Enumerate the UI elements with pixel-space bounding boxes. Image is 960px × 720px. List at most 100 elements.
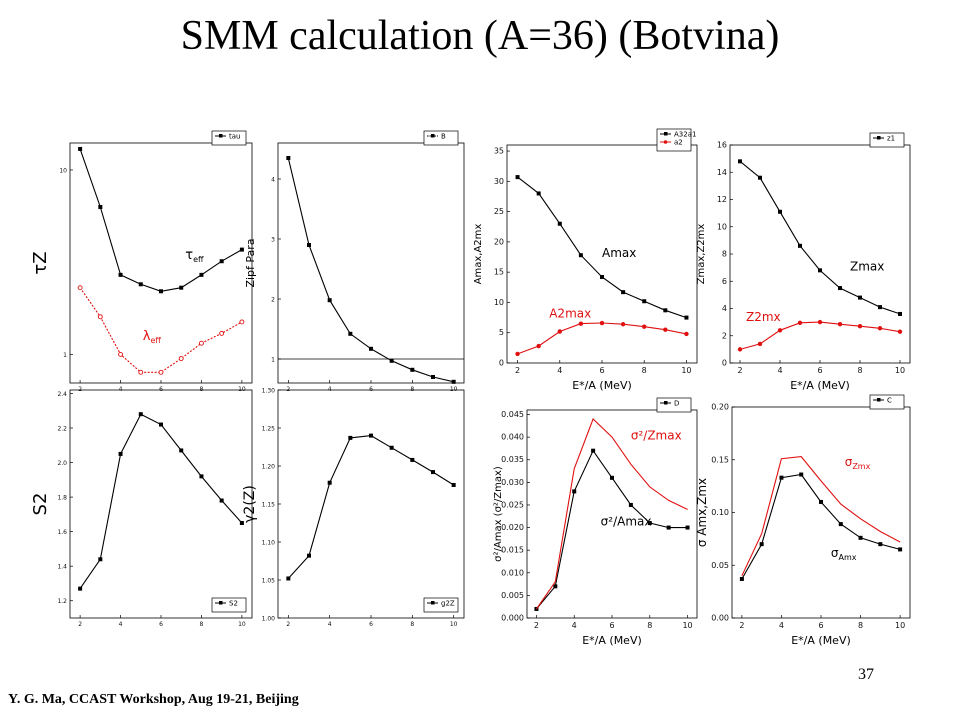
x-tick-label: 10 [895,621,905,630]
data-point [451,379,456,384]
series-line-0 [79,413,243,589]
legend-label: A32a1 [674,131,696,139]
data-point [138,282,143,287]
data-point [410,457,415,462]
data-point [138,412,143,417]
legend-label: B [441,133,446,141]
data-point [557,329,562,334]
legend-label: a2 [674,139,683,147]
chart-zmax: 2 4 6 8 10 0 2 4 6 8 10 12 14 16 E*/A (MeV) Zmax,Z2mx Zm… [696,132,911,392]
y-tick-label: 2.0 [57,460,67,467]
series-line-1 [741,456,901,577]
series-line-1 [535,418,688,610]
y-tick-label: 25 [494,207,504,216]
y-tick-label: 1 [271,357,275,364]
series-line-0 [535,449,688,610]
y-tick-label: 0.010 [501,568,524,577]
plot-frame [731,406,911,619]
data-point [878,542,883,547]
x-tick-label: 2 [78,621,82,628]
y-tick-label: 0.00 [711,614,729,623]
x-tick-label: 8 [410,386,414,393]
data-point [239,521,244,525]
chart-amax: 2 4 6 8 10 0 5 10 15 20 25 30 35 E*/A (MeV) Amax,A2mx A… [473,128,698,392]
page-number: 37 [858,666,874,683]
data-point [591,448,596,453]
data-point [536,343,541,349]
data-point [818,268,822,273]
legend-label: g2Z [441,600,455,608]
y-tick-label: 0.045 [501,410,524,419]
y-axis-label: σ Amx,Zmx [695,478,709,547]
data-point [779,475,784,480]
legend: g2Z [423,597,459,613]
legend: z1 [869,132,905,148]
data-point [515,351,520,357]
data-point [77,285,83,291]
data-point [307,243,311,247]
data-point [898,547,903,552]
legend-marker [664,132,668,136]
data-point [98,557,103,562]
footer-citation: Y. G. Ma, CCAST Workshop, Aug 19-21, Bei… [8,692,299,707]
data-point [666,525,671,530]
series-line-0 [79,148,243,292]
legend-label: S2 [229,600,238,608]
data-point [858,295,862,300]
data-point [797,320,803,326]
data-point [389,445,394,450]
data-point [219,330,225,336]
data-point [97,314,103,320]
plot-frame [729,144,911,364]
annotation: σAmx [831,546,857,562]
data-point [553,584,558,589]
annotation: Amax [602,246,636,260]
y-tick-label: 16 [717,141,727,150]
legend-marker [219,134,223,138]
legend-marker [877,136,881,140]
y-tick-label: 14 [717,168,727,177]
data-point [817,319,823,325]
series-line-1 [517,322,687,355]
data-point [738,159,742,164]
data-point [572,489,577,494]
y-tick-label: 0.015 [501,546,524,555]
annotation: Z2mx [746,310,781,324]
legend-label: z1 [887,135,895,143]
data-point [799,472,804,477]
data-point [600,275,604,280]
x-tick-label: 2 [515,366,520,375]
data-point [620,322,626,327]
legend-label: tau [229,133,240,141]
data-point [878,305,882,310]
y-tick-label: 1.4 [57,564,67,571]
y-tick-label: 10 [717,222,727,231]
series-line-0 [739,160,901,315]
y-tick-label: 4 [722,304,727,313]
data-point [628,502,633,507]
annotation: σZmx [845,455,871,471]
x-tick-label: 4 [328,621,332,628]
y-tick-label: 0.15 [711,455,729,464]
legend: D [656,397,692,413]
x-tick-label: 6 [609,621,614,630]
plot-frame [277,389,465,619]
y-axis-label: Amax,A2mx [473,224,484,285]
x-tick-label: 6 [369,621,373,628]
data-point [451,483,456,487]
x-tick-label: 8 [647,621,652,630]
y-tick-label: 12 [717,195,727,204]
data-point [663,308,668,313]
x-tick-label: 6 [818,621,823,630]
x-tick-label: 8 [642,366,647,375]
data-point [118,272,123,277]
data-point [858,535,863,540]
data-point [369,433,373,438]
data-point [838,286,842,291]
data-point [198,340,204,346]
x-tick-label: 2 [534,621,539,630]
x-tick-label: 10 [895,366,905,375]
x-tick-label: 2 [286,621,290,628]
